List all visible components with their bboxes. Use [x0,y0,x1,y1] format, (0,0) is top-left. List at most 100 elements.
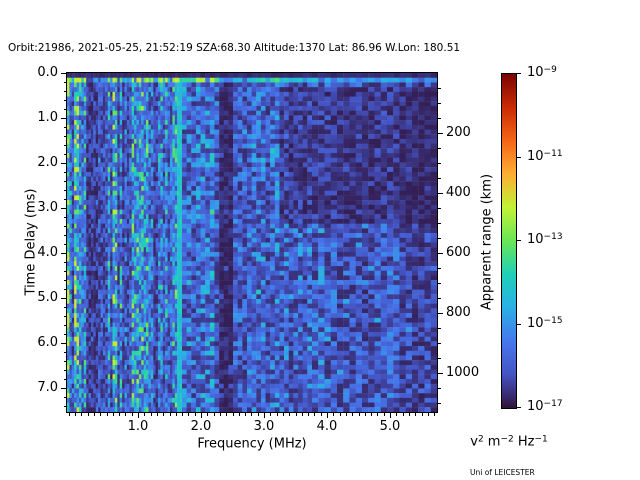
x-minor-tick [150,413,152,416]
colorbar-units-label: v2 m−2 Hz−1 [470,435,548,450]
y-left-minor-tick [64,361,67,362]
y-left-minor-tick [64,100,67,101]
y-left-minor-tick [64,109,67,110]
y-right-minor-tick [438,103,441,104]
colorbar-tick-label: 10−9 [527,65,557,82]
x-minor-tick [144,413,146,416]
x-minor-tick [421,413,423,416]
x-minor-tick [156,413,158,416]
x-minor-tick [364,413,366,416]
y-left-tick-label: 6.0 [37,335,58,350]
colorbar-tick [517,323,521,325]
cb-mantissa: 10 [527,399,544,414]
y-left-minor-tick [64,370,67,371]
x-minor-tick [377,413,379,416]
y-left-minor-tick [64,397,67,398]
y-left-major-tick [61,73,67,74]
x-minor-tick [125,413,127,416]
x-minor-tick [175,413,177,416]
x-minor-tick [219,413,221,416]
cb-exponent: −11 [543,148,563,159]
y-right-minor-tick [438,118,441,119]
x-minor-tick [314,413,316,416]
colorbar-tick-label: 10−15 [527,316,563,333]
x-minor-tick [213,413,215,416]
unit-base: m [483,434,501,450]
y-right-minor-tick [438,163,441,164]
x-major-tick [138,413,139,418]
y-right-tick-label: 200 [446,125,471,140]
y-left-tick-label: 0.0 [37,65,58,80]
x-minor-tick [251,413,253,416]
x-tick-label: 5.0 [379,419,401,434]
colorbar [501,73,517,409]
cb-mantissa: 10 [527,232,544,247]
colorbar-tick-label: 10−17 [527,399,563,416]
x-minor-tick [434,413,436,416]
y-left-minor-tick [64,154,67,155]
x-minor-tick [408,413,410,416]
y-left-major-tick [61,253,67,254]
y-right-minor-tick [438,343,441,344]
ionogram-heatmap [67,73,437,412]
y-left-major-tick [61,298,67,299]
cb-exponent: −15 [543,315,563,326]
x-minor-tick [352,413,354,416]
y-left-minor-tick [64,406,67,407]
y-right-minor-tick [438,223,441,224]
x-major-tick [390,413,391,418]
x-minor-tick [188,413,190,416]
y-right-major-tick [438,133,443,134]
x-minor-tick [112,413,114,416]
x-minor-tick [282,413,284,416]
y-left-tick-label: 3.0 [37,200,58,215]
x-tick-label: 4.0 [316,419,338,434]
x-minor-tick [245,413,247,416]
x-minor-tick [345,413,347,416]
x-minor-tick [207,413,209,416]
y-left-minor-tick [64,271,67,272]
cb-mantissa: 10 [527,65,544,80]
x-minor-tick [289,413,291,416]
x-minor-tick [163,413,165,416]
colorbar-tick-label: 10−13 [527,232,563,249]
x-minor-tick [358,413,360,416]
x-minor-tick [383,413,385,416]
y-left-minor-tick [64,181,67,182]
x-minor-tick [238,413,240,416]
x-minor-tick [308,413,310,416]
y-left-minor-tick [64,82,67,83]
y-left-minor-tick [64,226,67,227]
y-left-major-tick [61,208,67,209]
y-right-minor-tick [438,88,441,89]
plot-title: Orbit:21986, 2021-05-25, 21:52:19 SZA:68… [8,42,461,54]
cb-exponent: −9 [543,65,557,75]
colorbar-tick [517,240,521,241]
y-left-major-tick [61,343,67,344]
x-minor-tick [106,413,108,416]
y-left-minor-tick [64,379,67,380]
colorbar-tick [517,156,521,158]
y-right-major-tick [438,193,443,194]
unit-exponent: −1 [534,434,548,445]
x-minor-tick [333,413,335,416]
y-left-minor-tick [64,325,67,326]
x-minor-tick [276,413,278,416]
x-major-tick [327,413,328,418]
y-left-minor-tick [64,190,67,191]
y-right-tick-label: 600 [446,245,471,260]
x-minor-tick [427,413,429,416]
y-left-major-tick [61,388,67,389]
y-right-axis-label: Apparent range (km) [479,173,495,311]
colorbar-tick [517,407,521,408]
y-left-minor-tick [64,91,67,92]
cb-mantissa: 10 [527,315,544,331]
y-left-minor-tick [64,199,67,200]
x-minor-tick [270,413,272,416]
y-left-minor-tick [64,136,67,137]
y-left-minor-tick [64,334,67,335]
y-right-tick-label: 400 [446,185,471,200]
x-minor-tick [169,413,171,416]
x-minor-tick [68,413,70,416]
y-left-major-tick [61,118,67,119]
